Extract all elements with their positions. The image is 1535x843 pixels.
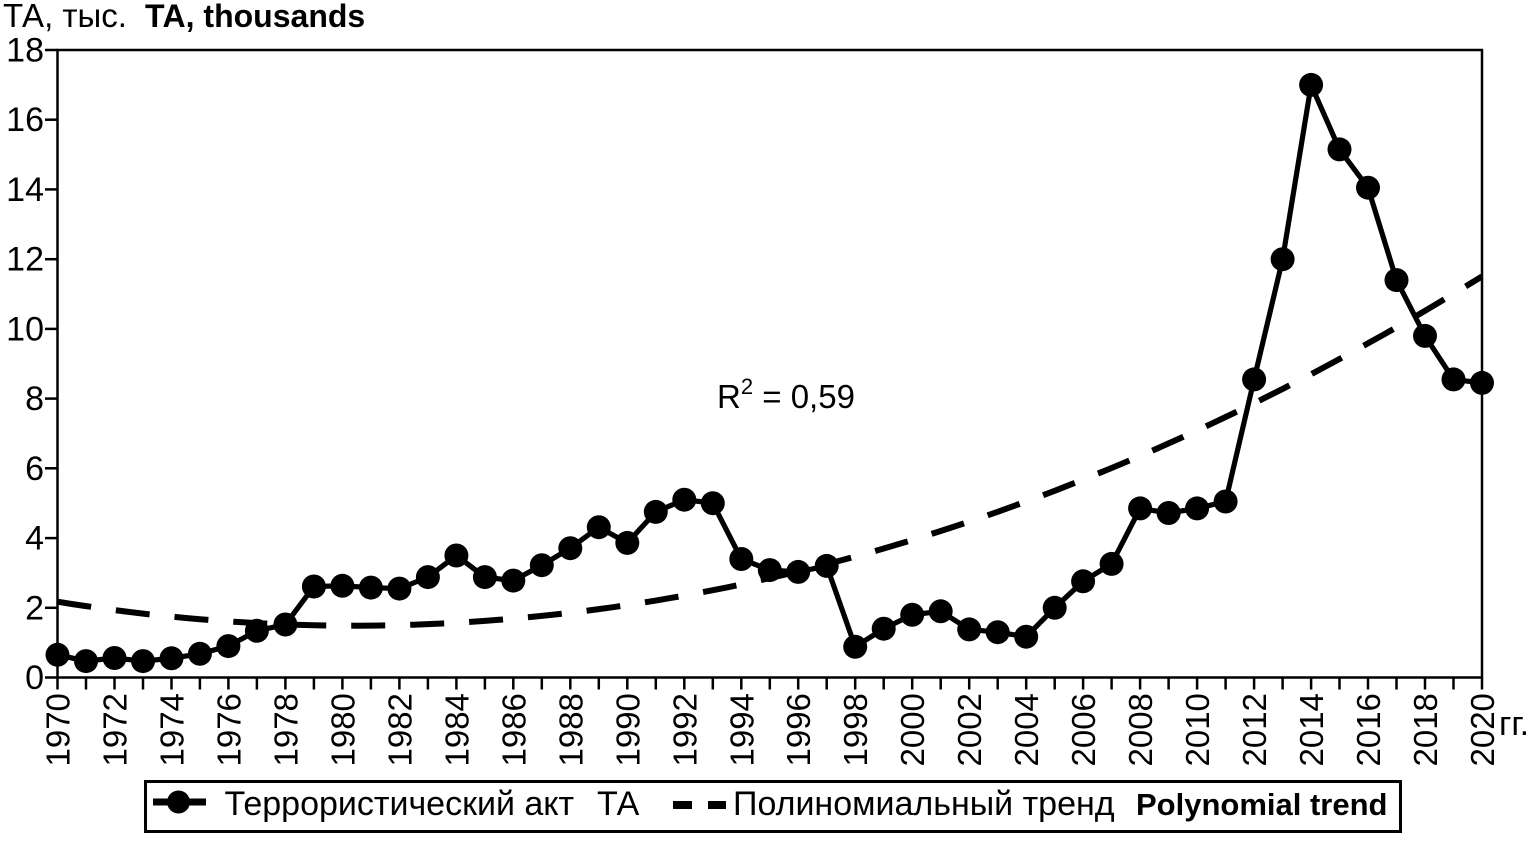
svg-text:2002: 2002 [951, 693, 988, 766]
svg-text:1970: 1970 [40, 693, 77, 766]
svg-text:2000: 2000 [894, 693, 931, 766]
svg-text:1978: 1978 [267, 693, 304, 766]
svg-text:ТА: ТА [597, 785, 640, 823]
svg-text:0: 0 [25, 659, 44, 697]
svg-text:1988: 1988 [552, 693, 589, 766]
svg-text:ТА, thousands: ТА, thousands [145, 0, 365, 34]
svg-text:2016: 2016 [1350, 693, 1387, 766]
svg-text:Полиномиальный тренд: Полиномиальный тренд [733, 785, 1115, 823]
svg-text:R2 = 0,59: R2 = 0,59 [717, 374, 855, 415]
svg-text:14: 14 [6, 171, 44, 209]
svg-text:2004: 2004 [1008, 693, 1045, 766]
svg-text:гг.: гг. [1499, 705, 1529, 743]
svg-text:1982: 1982 [381, 693, 418, 766]
svg-text:1984: 1984 [438, 693, 475, 766]
svg-text:1990: 1990 [609, 693, 646, 766]
svg-text:1976: 1976 [210, 693, 247, 766]
svg-text:1992: 1992 [666, 693, 703, 766]
svg-text:2018: 2018 [1407, 693, 1444, 766]
svg-text:10: 10 [6, 310, 44, 348]
svg-text:ТА, тыс.: ТА, тыс. [3, 0, 127, 34]
svg-text:8: 8 [25, 380, 44, 418]
svg-text:Террористический акт: Террористический акт [225, 785, 575, 823]
svg-text:1974: 1974 [154, 693, 191, 766]
svg-text:Polynomial trend: Polynomial trend [1136, 787, 1387, 822]
svg-text:2010: 2010 [1179, 693, 1216, 766]
svg-text:2020: 2020 [1464, 693, 1501, 766]
svg-text:12: 12 [6, 241, 44, 279]
svg-text:1986: 1986 [495, 693, 532, 766]
svg-text:2008: 2008 [1122, 693, 1159, 766]
svg-text:2014: 2014 [1293, 693, 1330, 766]
svg-text:1996: 1996 [780, 693, 817, 766]
svg-text:2: 2 [25, 589, 44, 627]
svg-text:2006: 2006 [1065, 693, 1102, 766]
svg-text:4: 4 [25, 520, 44, 558]
svg-text:18: 18 [6, 32, 44, 70]
svg-text:1972: 1972 [97, 693, 134, 766]
svg-text:1994: 1994 [723, 693, 760, 766]
svg-text:2012: 2012 [1236, 693, 1273, 766]
svg-text:6: 6 [25, 450, 44, 488]
svg-text:1980: 1980 [324, 693, 361, 766]
svg-text:1998: 1998 [837, 693, 874, 766]
svg-text:16: 16 [6, 101, 44, 139]
